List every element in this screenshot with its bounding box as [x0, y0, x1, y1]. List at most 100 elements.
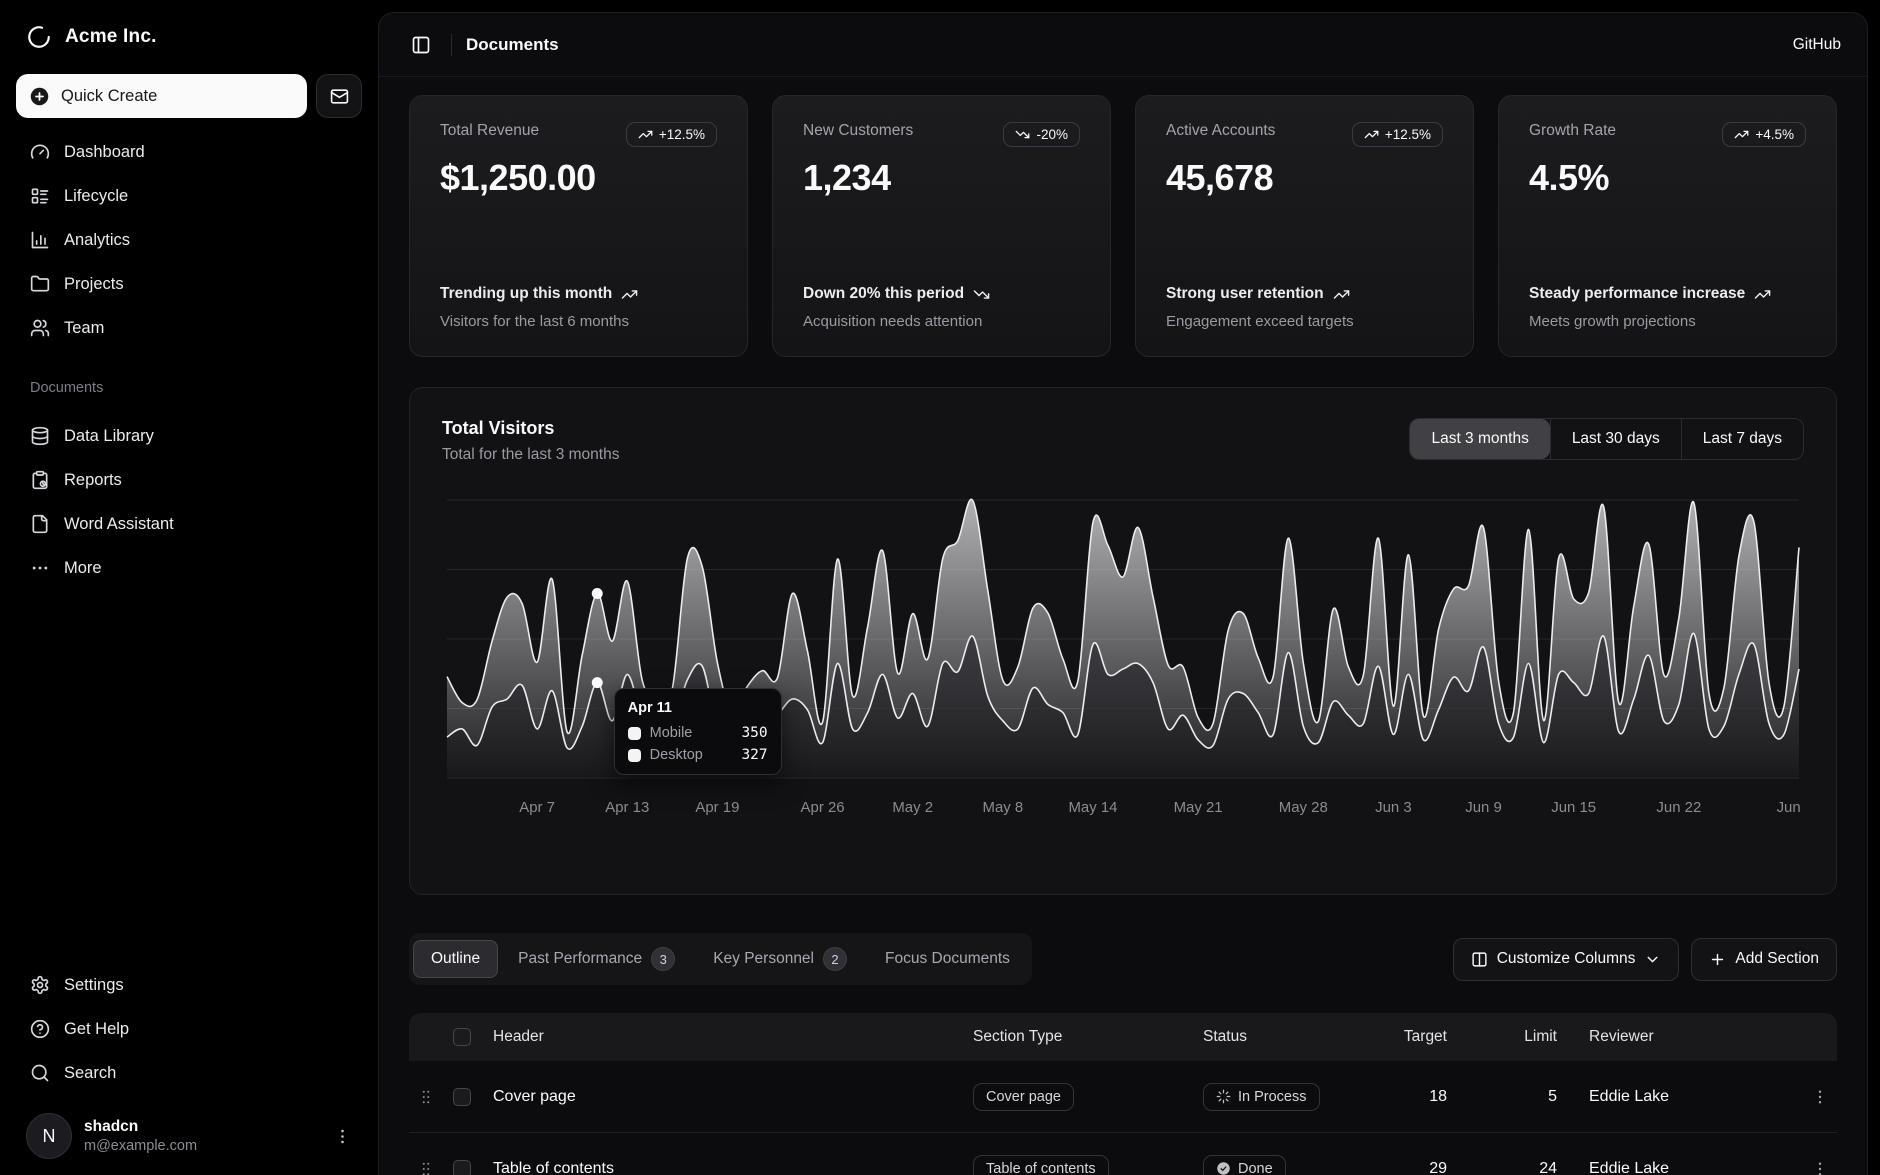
- drag-handle-icon[interactable]: [417, 1160, 435, 1175]
- nav-item-label: Get Help: [64, 1019, 130, 1038]
- col-target: Target: [1403, 1028, 1447, 1045]
- range-last-7-days[interactable]: Last 7 days: [1680, 419, 1803, 459]
- brand-name: Acme Inc.: [65, 26, 157, 47]
- svg-text:Apr 13: Apr 13: [605, 799, 649, 816]
- trend-up-icon: [1364, 127, 1379, 142]
- row-header-cell[interactable]: Table of contents: [493, 1159, 614, 1175]
- select-all-checkbox[interactable]: [453, 1028, 471, 1046]
- tooltip-row: Desktop 327: [627, 747, 768, 763]
- status-badge: In Process: [1203, 1082, 1320, 1111]
- row-checkbox[interactable]: [453, 1087, 471, 1106]
- table-body: Cover page Cover page In Process 18 5 Ed…: [409, 1061, 1837, 1175]
- chart-area[interactable]: Apr 7 Apr 13 Apr 19 Apr 26 May 2 May 8 May 14 M…: [442, 490, 1804, 822]
- table-row: Table of contents Table of contents Done…: [409, 1133, 1837, 1175]
- row-kebab-icon[interactable]: [1811, 1088, 1829, 1106]
- users-icon: [30, 318, 50, 338]
- add-section-button[interactable]: Add Section: [1691, 937, 1837, 981]
- customize-columns-button[interactable]: Customize Columns: [1452, 937, 1680, 981]
- series-swatch: [627, 748, 641, 762]
- sidebar-item-analytics[interactable]: Analytics: [16, 218, 362, 262]
- check-icon: [1216, 1161, 1231, 1175]
- sidebar-toggle-button[interactable]: [405, 29, 437, 61]
- sidebar-item-data-library[interactable]: Data Library: [16, 414, 362, 458]
- user-menu[interactable]: N shadcn m@example.com: [16, 1109, 362, 1159]
- page-title: Documents: [466, 34, 559, 54]
- sidebar-item-projects[interactable]: Projects: [16, 262, 362, 306]
- nav-item-label: More: [64, 558, 102, 577]
- tab-label: Outline: [431, 950, 481, 967]
- sidebar-item-settings[interactable]: Settings: [16, 963, 362, 1007]
- col-limit: Limit: [1524, 1028, 1557, 1045]
- chart-subtitle: Total for the last 3 months: [442, 446, 620, 463]
- trend-badge: +12.5%: [625, 122, 717, 147]
- nav-item-label: Word Assistant: [64, 514, 174, 533]
- row-checkbox[interactable]: [453, 1159, 471, 1175]
- user-email: m@example.com: [84, 1138, 198, 1154]
- svg-text:Jun 22: Jun 22: [1656, 799, 1701, 816]
- search-icon: [30, 1063, 50, 1083]
- tab-label: Past Performance: [518, 950, 643, 967]
- tab-label: Focus Documents: [885, 950, 1010, 967]
- quick-create-mail-button[interactable]: [316, 74, 362, 118]
- stat-value: 45,678: [1166, 157, 1274, 198]
- brand[interactable]: Acme Inc.: [16, 14, 362, 60]
- sidebar-item-word-assistant[interactable]: Word Assistant: [16, 502, 362, 546]
- col-status: Status: [1203, 1028, 1247, 1045]
- stat-footer-desc: Visitors for the last 6 months: [440, 313, 629, 330]
- sidebar-item-dashboard[interactable]: Dashboard: [16, 130, 362, 174]
- reviewer-cell[interactable]: Eddie Lake: [1589, 1087, 1670, 1105]
- target-cell[interactable]: 29: [1429, 1159, 1447, 1175]
- mail-icon: [330, 87, 349, 106]
- github-link[interactable]: GitHub: [1792, 35, 1841, 53]
- tab-outline[interactable]: Outline: [413, 940, 499, 978]
- drag-handle-icon[interactable]: [417, 1088, 435, 1106]
- stat-footer-title: Trending up this month: [440, 283, 690, 305]
- sidebar-item-search[interactable]: Search: [16, 1051, 362, 1095]
- tab-key-personnel[interactable]: Key Personnel 2: [695, 937, 865, 981]
- stat-card-total-revenue: Total Revenue +12.5% $1,250.00 Trending …: [409, 95, 748, 357]
- trend-badge: +12.5%: [1351, 122, 1443, 147]
- tab-count-badge: 3: [651, 947, 676, 971]
- quick-create-button[interactable]: Quick Create: [16, 74, 307, 118]
- range-last-30-days[interactable]: Last 30 days: [1549, 419, 1681, 459]
- reviewer-cell[interactable]: Eddie Lake: [1589, 1159, 1670, 1175]
- series-swatch: [627, 726, 641, 740]
- content: Total Revenue +12.5% $1,250.00 Trending …: [379, 77, 1867, 1175]
- sidebar: Acme Inc. Quick Create Dashboard Lifecyc…: [0, 0, 378, 1175]
- sections-table: Header Section Type Status Target Limit …: [409, 1013, 1837, 1175]
- target-cell[interactable]: 18: [1429, 1087, 1447, 1105]
- sidebar-item-get-help[interactable]: Get Help: [16, 1007, 362, 1051]
- limit-cell[interactable]: 24: [1539, 1159, 1557, 1175]
- range-last-3-months[interactable]: Last 3 months: [1410, 419, 1550, 459]
- visitors-chart-card: Total Visitors Total for the last 3 mont…: [409, 387, 1837, 895]
- svg-text:May 21: May 21: [1174, 799, 1223, 816]
- layout-list-icon: [30, 186, 50, 206]
- chart-title: Total Visitors: [442, 418, 555, 438]
- tab-focus-documents[interactable]: Focus Documents: [867, 940, 1028, 978]
- trend-up-icon: [1333, 286, 1350, 303]
- stat-value: $1,250.00: [440, 157, 596, 198]
- row-header-cell[interactable]: Cover page: [493, 1087, 576, 1105]
- tooltip-date: Apr 11: [627, 700, 672, 716]
- svg-text:Apr 19: Apr 19: [695, 799, 739, 816]
- main-panel: Documents GitHub Total Revenue +12.5% $1…: [378, 12, 1868, 1175]
- help-circle-icon: [30, 1019, 50, 1039]
- col-header: Header: [493, 1028, 544, 1045]
- sidebar-nav-footer: Settings Get Help Search: [16, 963, 362, 1095]
- stat-footer-title: Strong user retention: [1166, 283, 1416, 305]
- nav-item-label: Settings: [64, 975, 124, 994]
- limit-cell[interactable]: 5: [1548, 1087, 1557, 1105]
- table-row: Cover page Cover page In Process 18 5 Ed…: [409, 1061, 1837, 1133]
- row-kebab-icon[interactable]: [1811, 1160, 1829, 1175]
- range-toggle-group: Last 3 months Last 30 days Last 7 days: [1409, 418, 1804, 460]
- sidebar-item-team[interactable]: Team: [16, 306, 362, 350]
- tab-past-performance[interactable]: Past Performance 3: [500, 937, 693, 981]
- user-kebab-icon[interactable]: [333, 1127, 352, 1146]
- stat-card-new-customers: New Customers -20% 1,234 Down 20% this p…: [772, 95, 1111, 357]
- table-header-row: Header Section Type Status Target Limit …: [409, 1013, 1837, 1061]
- sidebar-item-lifecycle[interactable]: Lifecycle: [16, 174, 362, 218]
- sidebar-item-reports[interactable]: Reports: [16, 458, 362, 502]
- chevron-down-icon: [1644, 951, 1661, 968]
- chart-column-icon: [30, 230, 50, 250]
- sidebar-item-more[interactable]: More: [16, 546, 362, 590]
